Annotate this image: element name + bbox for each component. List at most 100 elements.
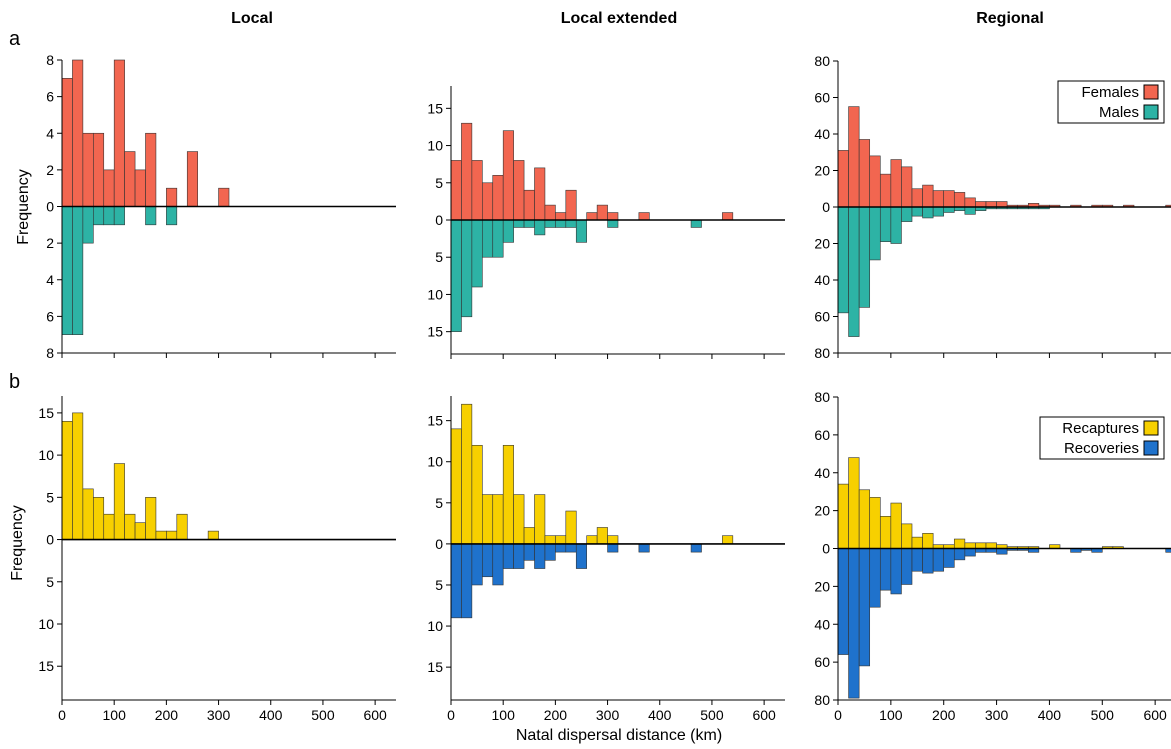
bar-females xyxy=(922,184,934,208)
y-tick-label: 10 xyxy=(38,616,54,632)
y-tick-label: 40 xyxy=(814,126,830,142)
x-tick-label: 100 xyxy=(492,707,516,723)
bar-recaptures xyxy=(82,488,94,540)
bar-recaptures xyxy=(555,535,567,545)
bar-recaptures xyxy=(586,535,598,545)
legend-label-recoveries: Recoveries xyxy=(1064,440,1139,457)
bar-recoveries xyxy=(544,543,556,561)
legend-label-males: Males xyxy=(1099,104,1139,121)
x-tick-label: 400 xyxy=(648,707,672,723)
bar-females xyxy=(471,160,483,221)
bar-recoveries xyxy=(492,543,504,586)
bar-males xyxy=(72,206,84,335)
bar-females xyxy=(186,151,198,207)
bar-males xyxy=(901,206,913,222)
bar-males xyxy=(911,206,923,217)
y-tick-label: 60 xyxy=(814,90,830,106)
bar-males xyxy=(943,206,955,213)
bar-males xyxy=(879,206,892,242)
bar-males xyxy=(61,206,73,335)
bar-females xyxy=(103,169,115,207)
bar-recaptures xyxy=(985,542,997,549)
bar-recoveries xyxy=(575,543,587,569)
bar-recoveries xyxy=(911,548,923,572)
bar-recaptures xyxy=(722,535,734,545)
bar-recaptures xyxy=(596,527,608,545)
legend: Females Males xyxy=(1057,80,1165,124)
bar-recaptures xyxy=(953,538,966,549)
y-tick-label: 0 xyxy=(435,536,443,552)
x-tick-label: 100 xyxy=(103,707,127,723)
x-tick-label: 400 xyxy=(1038,707,1062,723)
bar-recaptures xyxy=(848,457,860,549)
bar-males xyxy=(932,206,945,217)
bar-males xyxy=(113,206,125,226)
bar-males xyxy=(450,219,462,332)
y-tick-label: 6 xyxy=(46,308,54,324)
bar-females xyxy=(166,187,178,207)
y-tick-label: 15 xyxy=(427,324,443,340)
bar-recoveries xyxy=(943,548,955,568)
axes-b-local-extended: 15 10 5 0 5 10 15 0 100 200 300 400 500 600 xyxy=(427,396,785,723)
bar-recoveries xyxy=(879,548,892,591)
y-tick-label: 20 xyxy=(814,236,830,252)
panel-a-regional xyxy=(837,106,1171,337)
column-title-regional: Regional xyxy=(976,10,1044,27)
x-tick-label: 400 xyxy=(259,707,283,723)
bar-males xyxy=(837,206,849,314)
bar-females xyxy=(93,132,105,207)
bar-recoveries xyxy=(555,543,567,553)
bar-recoveries xyxy=(502,543,514,569)
bar-recoveries xyxy=(607,543,619,553)
legend-swatch-recoveries xyxy=(1143,440,1159,456)
bar-females xyxy=(953,192,966,208)
bar-recaptures xyxy=(207,530,219,540)
bar-recaptures xyxy=(565,510,577,545)
y-tick-label: 0 xyxy=(46,532,54,548)
bar-males xyxy=(858,206,871,308)
bar-recoveries xyxy=(901,548,913,585)
y-tick-label: 0 xyxy=(435,212,443,228)
bar-females xyxy=(544,204,556,221)
y-tick-label: 0 xyxy=(822,541,830,557)
bar-recaptures xyxy=(534,494,546,545)
legend-swatch-recaptures xyxy=(1143,420,1159,436)
x-tick-label: 600 xyxy=(1143,707,1167,723)
bar-males xyxy=(922,206,934,219)
bar-females xyxy=(218,187,230,207)
bar-females xyxy=(461,122,473,221)
bar-males xyxy=(565,219,577,228)
bar-recaptures xyxy=(837,483,849,549)
bar-recoveries xyxy=(690,543,702,553)
bar-females xyxy=(82,132,94,207)
bar-recoveries xyxy=(513,543,525,569)
bar-males xyxy=(82,206,94,244)
y-tick-label: 8 xyxy=(46,52,54,68)
panel-a-local xyxy=(61,59,230,335)
bar-males xyxy=(145,206,157,226)
y-tick-label: 15 xyxy=(427,659,443,675)
y-tick-label: 60 xyxy=(814,427,830,443)
bar-recaptures xyxy=(890,502,902,549)
bar-males xyxy=(848,206,860,337)
axes-a-local-extended: 15 10 5 0 5 10 15 xyxy=(427,86,785,359)
bar-recoveries xyxy=(964,548,976,557)
bar-females xyxy=(534,167,546,221)
x-tick-label: 300 xyxy=(985,707,1009,723)
y-tick-label: 2 xyxy=(46,235,54,251)
bar-females xyxy=(901,166,913,208)
bar-females xyxy=(996,201,1008,208)
bar-recoveries xyxy=(890,548,902,595)
bar-recoveries xyxy=(932,548,945,572)
y-tick-label: 5 xyxy=(46,489,54,505)
bar-recaptures xyxy=(901,523,913,549)
bar-recoveries xyxy=(922,548,934,574)
bar-males xyxy=(461,219,473,318)
bar-females xyxy=(555,212,567,221)
bar-females xyxy=(450,160,462,221)
y-tick-label: 20 xyxy=(814,163,830,179)
bar-females xyxy=(890,159,902,208)
legend-swatch-males xyxy=(1143,104,1159,120)
y-tick-label: 5 xyxy=(435,577,443,593)
bar-recoveries xyxy=(471,543,483,586)
